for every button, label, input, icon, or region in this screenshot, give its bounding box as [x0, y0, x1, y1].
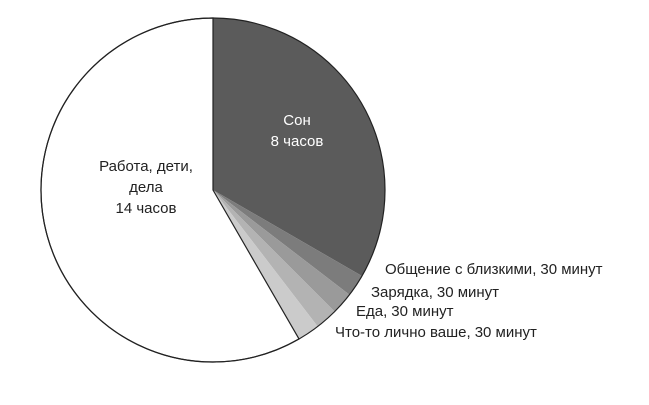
category-label: Зарядка	[371, 284, 437, 301]
slice-label: Общение с близкими30 минут	[385, 259, 603, 280]
value-label: 30 минут	[436, 284, 500, 301]
pie-slice	[213, 190, 362, 295]
pie-slice	[213, 18, 385, 276]
pie-slice	[213, 190, 350, 312]
slice-label: Зарядка30 минут	[371, 282, 499, 303]
slice-label: Что-то лично ваше30 минут	[335, 322, 537, 343]
pie-outline	[40, 17, 386, 363]
pie-slice	[213, 190, 335, 327]
pie-slice	[213, 190, 318, 339]
category-label: Еда	[356, 303, 391, 320]
category-label: Общение с близкими	[385, 261, 540, 278]
value-label: 14 часов	[115, 200, 177, 217]
category-label: Сон	[283, 112, 311, 129]
value-label: 30 минут	[540, 261, 603, 278]
slice-label: Сон 8 часов	[247, 110, 347, 152]
slice-label: Еда30 минут	[356, 301, 453, 322]
category-label: Работа, дети, дела	[99, 158, 193, 196]
slice-label: Работа, дети, дела 14 часов	[86, 156, 206, 219]
value-label: 30 минут	[391, 303, 454, 320]
value-label: 8 часов	[270, 133, 324, 150]
value-label: 30 минут	[474, 324, 537, 341]
category-label: Что-то лично ваше	[335, 324, 475, 341]
